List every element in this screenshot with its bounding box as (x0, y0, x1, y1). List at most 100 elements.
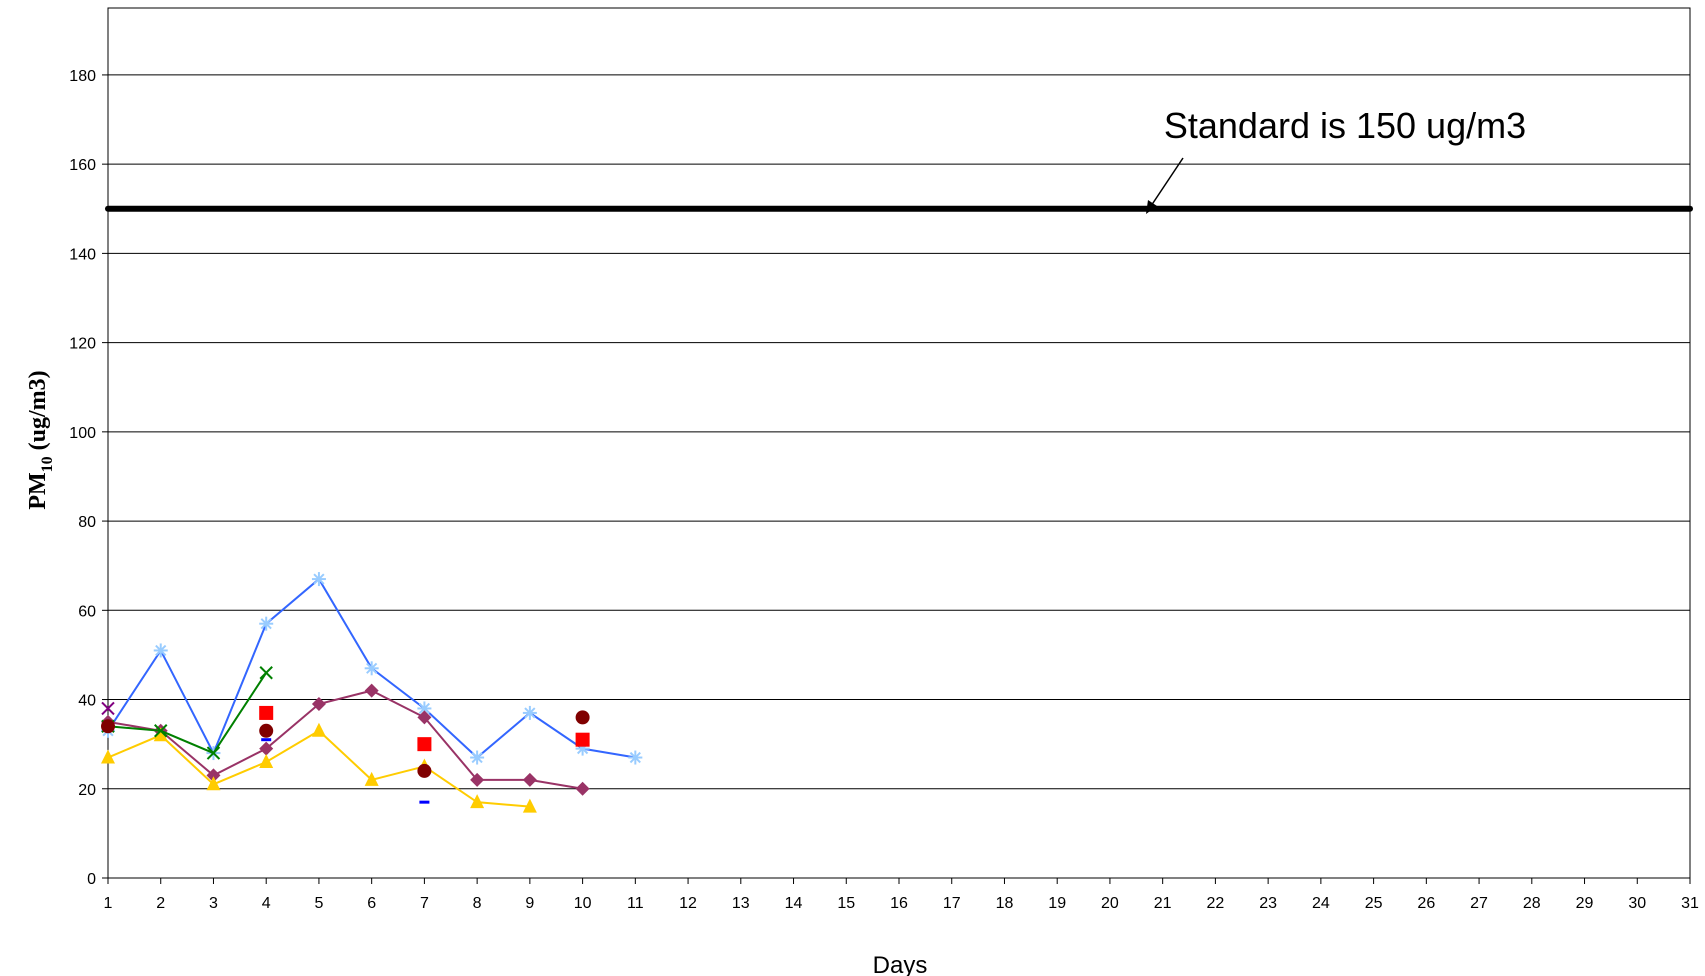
series-8 (101, 701, 115, 716)
gridlines (108, 74, 1690, 790)
square-marker (259, 705, 274, 720)
annotation-arrow (1150, 157, 1184, 207)
circle-marker (417, 763, 432, 778)
triangle-marker (259, 754, 274, 768)
y-tick-label: 180 (69, 68, 96, 85)
x-tick-label: 21 (1154, 895, 1172, 912)
triangle-marker (364, 771, 379, 786)
y-tick-label: 80 (78, 514, 96, 531)
x-tick-label: 25 (1365, 895, 1383, 912)
x-tick-label: 17 (943, 895, 961, 912)
circle-marker (259, 723, 274, 738)
y-tick-label: 100 (69, 425, 96, 442)
triangle-marker (311, 722, 326, 737)
y-tick-labels: 0 20 40 60 80 100 120 140 160 180 (69, 68, 96, 888)
diamond-marker (575, 781, 590, 796)
x-axis-title: Days (873, 952, 928, 976)
dash-marker (261, 738, 272, 742)
x-tick-label: 5 (314, 895, 323, 912)
y-tick-label: 140 (69, 246, 96, 263)
x-stroke (154, 724, 168, 738)
x-tick-label: 14 (785, 895, 803, 912)
x-tick-label: 9 (525, 895, 534, 912)
asterisk-marker (628, 750, 643, 765)
x-tick-label: 3 (209, 895, 218, 912)
asterisk-marker (259, 616, 274, 631)
asterisk-marker (153, 643, 168, 658)
x-stroke (206, 746, 221, 760)
x-tick-label: 15 (837, 895, 855, 912)
asterisk-marker (311, 572, 326, 587)
x-tick-label: 19 (1048, 895, 1066, 912)
standard-line-group: Standard is 150 ug/m3 (105, 105, 1693, 214)
x-stroke (101, 701, 115, 716)
series-7 (261, 738, 430, 804)
x-tick-label: 27 (1470, 895, 1488, 912)
y-tick-label: 40 (78, 693, 96, 710)
x-tick-label: 31 (1681, 895, 1699, 912)
data-series (101, 572, 643, 813)
x-tick-label: 10 (574, 895, 592, 912)
asterisk-marker (364, 661, 379, 676)
triangle-marker (522, 798, 537, 813)
x-tick-label: 26 (1417, 895, 1435, 912)
y-tick-label: 120 (69, 336, 96, 353)
standard-annotation: Standard is 150 ug/m3 (1164, 105, 1526, 146)
series-5 (259, 705, 590, 752)
x-marker (101, 701, 115, 716)
x-tick-label: 4 (262, 895, 271, 912)
series-2 (101, 683, 590, 796)
y-tick-label: 20 (78, 782, 96, 799)
square-marker (575, 732, 590, 747)
series-line (107, 672, 268, 755)
x-tick-label: 2 (156, 895, 165, 912)
x-tick-label: 30 (1628, 895, 1646, 912)
triangle-marker (206, 776, 221, 791)
x-marker (154, 724, 168, 738)
diamond-marker (364, 683, 379, 698)
series-4 (101, 666, 273, 760)
square-marker (417, 737, 432, 752)
y-axis-title: PM10 (ug/m3) (25, 370, 56, 509)
x-tick-label: 12 (679, 895, 697, 912)
x-tick-label: 16 (890, 895, 908, 912)
x-marker (206, 746, 221, 760)
triangle-marker (153, 727, 168, 742)
x-stroke (259, 666, 273, 680)
x-tick-label: 1 (104, 895, 113, 912)
series-6 (101, 710, 590, 778)
diamond-marker (417, 710, 432, 725)
x-tick-label: 8 (473, 895, 482, 912)
axes (102, 7, 1691, 884)
x-tick-label: 24 (1312, 895, 1330, 912)
circle-marker (101, 719, 115, 734)
x-tick-label: 13 (732, 895, 750, 912)
triangle-marker (470, 794, 485, 809)
dash-marker (419, 800, 430, 804)
x-tick-label: 29 (1576, 895, 1594, 912)
triangle-marker (101, 749, 115, 764)
asterisk-marker (470, 750, 485, 765)
asterisk-marker (522, 705, 537, 720)
circle-marker (575, 710, 590, 725)
x-tick-label: 28 (1523, 895, 1541, 912)
diamond-marker (311, 697, 326, 711)
diamond-marker (206, 768, 221, 783)
series-1 (101, 572, 643, 765)
y-tick-label: 0 (87, 871, 96, 888)
x-tick-label: 18 (996, 895, 1014, 912)
diamond-marker (259, 741, 274, 756)
y-tick-label: 60 (78, 603, 96, 620)
series-3 (101, 722, 537, 813)
x-tick-label: 23 (1259, 895, 1277, 912)
series-line (107, 689, 583, 790)
annotation-arrowhead (1146, 200, 1157, 214)
x-tick-label: 11 (627, 895, 644, 912)
x-tick-label: 22 (1207, 895, 1225, 912)
y-tick-label: 160 (69, 157, 96, 174)
diamond-marker (470, 772, 485, 787)
diamond-marker (522, 772, 537, 787)
x-tick-labels: 1 2 3 4 5 6 7 8 9 10 11 12 13 14 15 16 17 18 19 20 21 22 23 24 2… (104, 895, 1699, 912)
x-tick-label: 20 (1101, 895, 1119, 912)
